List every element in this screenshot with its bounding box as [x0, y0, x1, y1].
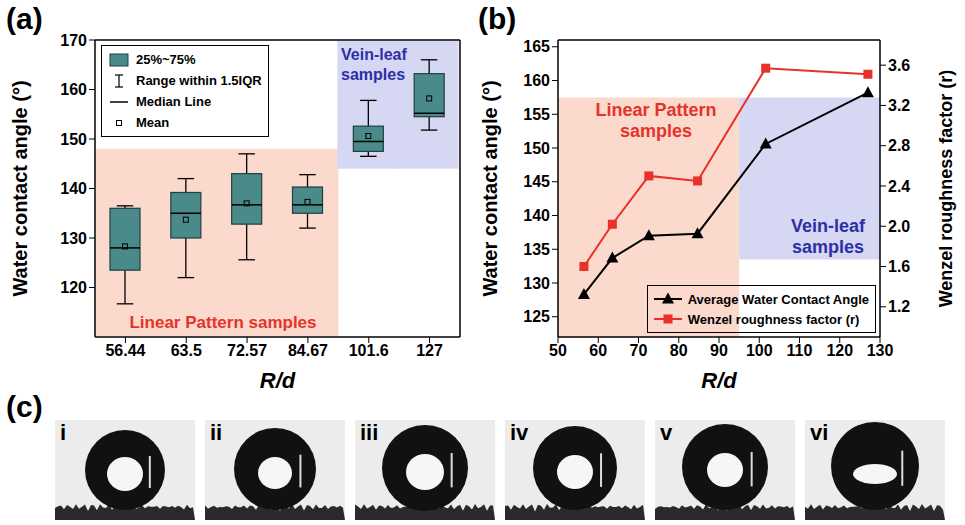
svg-text:2.0: 2.0: [888, 218, 910, 235]
html-text:(b): (b): [478, 2, 517, 35]
svg-text:2.4: 2.4: [888, 178, 910, 195]
html-text:Linear Pattern samples: Linear Pattern samples: [129, 313, 317, 332]
svg-text:127: 127: [416, 342, 443, 359]
svg-text:140: 140: [60, 180, 87, 197]
svg-text:130: 130: [867, 342, 894, 359]
svg-text:56.44: 56.44: [105, 342, 145, 359]
html-text:vi: vi: [810, 420, 829, 445]
svg-text:1.6: 1.6: [888, 258, 910, 275]
svg-text:70: 70: [630, 342, 648, 359]
svg-text:Water contact angle (°): Water contact angle (°): [479, 80, 501, 296]
html-text:iv: iv: [510, 420, 529, 445]
svg-text:3.6: 3.6: [888, 57, 910, 74]
svg-text:170: 170: [60, 32, 87, 49]
svg-text:1.2: 1.2: [888, 298, 910, 315]
html-text:Mean: Mean: [136, 115, 170, 130]
svg-text:72.57: 72.57: [227, 342, 267, 359]
svg-text:145: 145: [523, 173, 550, 190]
svg-text:Water contact angle (°): Water contact angle (°): [9, 80, 31, 296]
svg-text:130: 130: [60, 230, 87, 247]
svg-text:125: 125: [523, 308, 550, 325]
svg-text:160: 160: [523, 72, 550, 89]
html-text:iii: iii: [360, 420, 379, 445]
svg-text:80: 80: [670, 342, 688, 359]
svg-text:R/d: R/d: [701, 368, 737, 392]
svg-text:2.8: 2.8: [888, 137, 910, 154]
svg-text:90: 90: [710, 342, 728, 359]
svg-text:101.6: 101.6: [349, 342, 389, 359]
svg-text:135: 135: [523, 241, 550, 258]
svg-text:60: 60: [589, 342, 607, 359]
svg-text:84.67: 84.67: [288, 342, 328, 359]
html-text:Wenzel roughness factor (r): Wenzel roughness factor (r): [687, 311, 860, 327]
svg-text:140: 140: [523, 207, 550, 224]
svg-text:3.2: 3.2: [888, 97, 910, 114]
html-text:(a): (a): [6, 2, 43, 35]
svg-text:120: 120: [826, 342, 853, 359]
svg-text:63.5: 63.5: [171, 342, 202, 359]
svg-text:R/d: R/d: [260, 368, 296, 392]
html-text:Median Line: Median Line: [136, 94, 212, 109]
html-text:25%~75%: 25%~75%: [136, 52, 196, 67]
svg-text:50: 50: [549, 342, 567, 359]
html-text:v: v: [660, 420, 673, 445]
svg-text:Wenzel roughness factor (r): Wenzel roughness factor (r): [936, 70, 956, 308]
svg-text:110: 110: [787, 342, 813, 359]
svg-text:165: 165: [523, 38, 550, 55]
html-text:Vein-leaf samples: Vein-leaf samples: [791, 216, 865, 257]
svg-text:155: 155: [523, 106, 550, 123]
svg-text:120: 120: [60, 279, 87, 296]
html-text:i: i: [60, 420, 67, 445]
svg-text:150: 150: [523, 140, 550, 157]
svg-text:130: 130: [523, 275, 550, 292]
svg-text:150: 150: [60, 131, 87, 148]
svg-text:100: 100: [746, 342, 773, 359]
html-text:Vein-leaf samples: Vein-leaf samples: [341, 46, 407, 83]
html-text:Linear Pattern samples: Linear Pattern samples: [595, 100, 717, 141]
html-text:ii: ii: [210, 420, 223, 445]
svg-text:160: 160: [60, 81, 87, 98]
html-text:Average Water Contact Angle: Average Water Contact Angle: [687, 291, 869, 307]
html-text:Range within 1.5IQR: Range within 1.5IQR: [136, 73, 262, 88]
html-text:(c): (c): [6, 390, 43, 423]
